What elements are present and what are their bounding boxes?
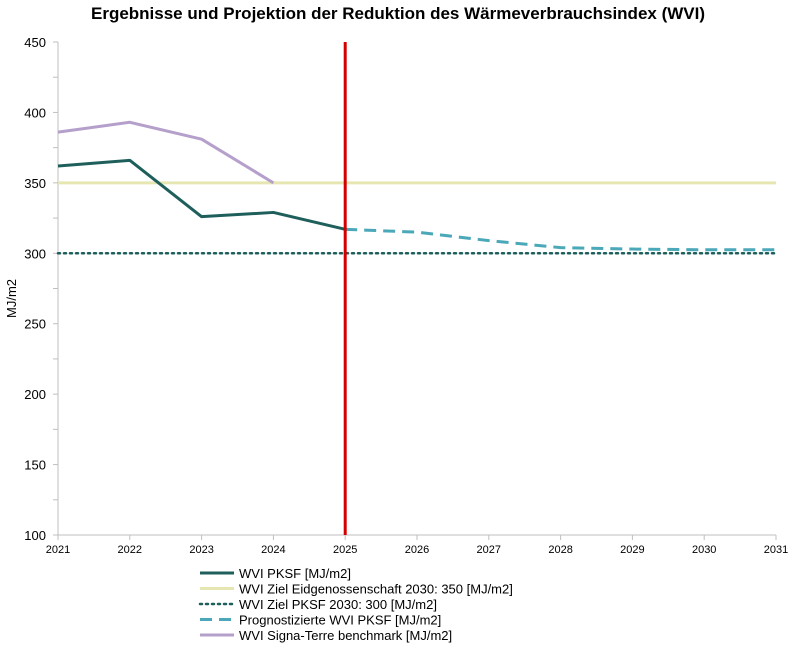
x-tick-label: 2021 xyxy=(46,544,70,556)
legend-label-2: WVI Ziel PKSF 2030: 300 [MJ/m2] xyxy=(239,597,437,612)
series-layer xyxy=(56,42,778,535)
x-tick-label: 2022 xyxy=(118,544,142,556)
legend-label-0: WVI PKSF [MJ/m2] xyxy=(239,566,351,581)
x-tick-label: 2027 xyxy=(477,544,501,556)
legend-label-4: WVI Signa-Terre benchmark [MJ/m2] xyxy=(239,628,452,643)
axes: 100 150 200 250 300 350 400 450 2021 2022 2023 2024… xyxy=(24,35,788,556)
x-tick-label: 2030 xyxy=(692,544,716,556)
series-line-0 xyxy=(57,158,346,231)
x-tick-label: 2025 xyxy=(333,544,357,556)
x-tick-label: 2026 xyxy=(405,544,429,556)
series-line-3 xyxy=(345,227,776,252)
y-tick-label: 300 xyxy=(24,246,46,261)
x-tick-label: 2024 xyxy=(261,544,285,556)
legend: WVI PKSF [MJ/m2]WVI Ziel Eidgenossenscha… xyxy=(198,566,513,643)
legend-label-3: Prognostizierte WVI PKSF [MJ/m2] xyxy=(239,613,441,628)
y-tick-label: 400 xyxy=(24,105,46,120)
x-tick-label: 2028 xyxy=(548,544,572,556)
y-tick-label: 450 xyxy=(24,35,46,50)
x-tick-label: 2023 xyxy=(189,544,213,556)
y-tick-label: 250 xyxy=(24,317,46,332)
y-tick-label: 150 xyxy=(24,458,46,473)
y-tick-label: 200 xyxy=(24,387,46,402)
legend-label-1: WVI Ziel Eidgenossenschaft 2030: 350 [MJ… xyxy=(239,582,513,597)
y-axis-label: MJ/m2 xyxy=(4,279,19,318)
x-tick-label: 2029 xyxy=(620,544,644,556)
series-line-4 xyxy=(57,120,275,185)
y-tick-label: 100 xyxy=(24,528,46,543)
y-tick-label: 350 xyxy=(24,176,46,191)
x-tick-label: 2031 xyxy=(764,544,788,556)
chart-title: Ergebnisse und Projektion der Reduktion … xyxy=(91,4,705,23)
